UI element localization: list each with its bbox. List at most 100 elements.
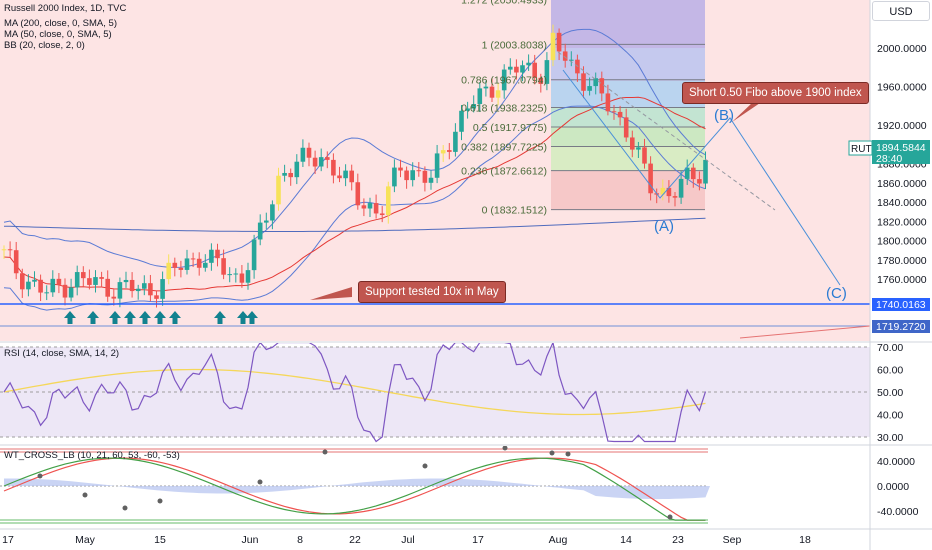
rsi-axis[interactable]: 70.00 60.00 50.00 40.00 30.00	[877, 342, 903, 444]
candle-body	[630, 137, 635, 150]
time-label-2: 15	[154, 534, 166, 546]
candle-body	[471, 104, 476, 109]
candle-body	[697, 179, 702, 184]
candle-body	[343, 170, 348, 179]
price-tick-5: 1840.0000	[877, 197, 927, 209]
candle-body	[62, 284, 68, 298]
candle-body	[270, 204, 275, 221]
candle-body	[105, 278, 110, 297]
candle-body	[251, 239, 257, 271]
wave-projection[interactable]	[562, 69, 841, 286]
fib-label-6: 0.236 (1872.6612)	[461, 166, 547, 178]
short-note-pointer	[732, 103, 760, 122]
candle-body	[306, 147, 312, 158]
price-axis[interactable]: 2000.00001960.00001920.00001880.00001860…	[877, 43, 927, 286]
candle-body	[148, 283, 153, 296]
buy-arrow-icon	[87, 311, 99, 324]
rsi-tick-2: 50.00	[877, 387, 903, 399]
candle-body	[288, 172, 293, 178]
ma50-legend[interactable]: MA (50, close, 0, SMA, 5)	[4, 29, 112, 40]
wt-cross-dot	[157, 498, 163, 504]
buy-signal-arrows	[64, 311, 258, 324]
wt-tick-1: 0.0000	[877, 481, 909, 493]
wt-axis[interactable]: 40.0000 0.0000 -40.0000	[877, 456, 919, 518]
time-label-4: 8	[297, 534, 303, 546]
candle-body	[453, 131, 458, 152]
rsi-legend[interactable]: RSI (14, close, SMA, 14, 2)	[4, 348, 120, 359]
candle-body	[672, 196, 678, 198]
candle-body	[349, 170, 354, 183]
price-candles	[1, 24, 708, 308]
candle-body	[111, 296, 117, 299]
candle-body	[276, 175, 281, 205]
candle-body	[203, 262, 208, 268]
candle-body	[190, 258, 196, 260]
candle-body	[447, 150, 452, 152]
buy-arrow-icon	[139, 311, 151, 324]
bb-upper	[3, 28, 706, 268]
ma200-line	[3, 217, 706, 232]
price-tick-8: 1780.0000	[877, 255, 927, 267]
buy-arrow-icon	[109, 311, 121, 324]
price-tick-2: 1920.0000	[877, 120, 927, 132]
wt-cross-dot	[37, 473, 43, 479]
trend-dashed-line[interactable]	[557, 51, 776, 211]
time-label-11: Sep	[723, 534, 742, 546]
fib-label-1: 1 (2003.8038)	[482, 39, 547, 51]
price-tick-7: 1800.0000	[877, 236, 927, 248]
wt-fast-line	[3, 457, 706, 521]
support-price-badge	[872, 298, 930, 311]
candle-body	[678, 178, 684, 198]
time-axis[interactable]: 17 May 15 Jun 8 22 Jul 17 Aug 14 23 Sep 18	[2, 534, 811, 546]
rsi-tick-4: 30.00	[877, 432, 903, 444]
candle-body	[514, 66, 519, 73]
candle-body	[26, 281, 31, 290]
short-note-callout[interactable]: Short 0.50 Fibo above 1900 index	[682, 82, 869, 104]
candle-body	[215, 249, 220, 259]
candle-body	[361, 205, 367, 209]
candle-body	[227, 274, 232, 276]
candle-body	[172, 262, 178, 268]
rsi-ma-line	[3, 368, 706, 416]
candle-body	[569, 59, 574, 61]
candle-body	[477, 88, 483, 105]
candle-body	[636, 147, 641, 150]
price-tick-6: 1820.0000	[877, 216, 927, 228]
bb-legend[interactable]: BB (20, close, 2, 0)	[4, 40, 85, 51]
candle-body	[398, 167, 403, 171]
candle-body	[373, 203, 379, 214]
wt-cross-dots	[37, 446, 673, 520]
buy-arrow-icon	[169, 311, 181, 324]
candle-body	[355, 182, 361, 206]
candle-body	[489, 86, 495, 98]
candle-body	[282, 172, 287, 176]
candle-body	[501, 69, 507, 91]
candle-body	[196, 258, 202, 268]
candle-body	[434, 153, 440, 178]
time-label-9: 14	[620, 534, 632, 546]
currency-button[interactable]: USD	[872, 1, 930, 21]
candle-body	[392, 167, 397, 187]
candle-body	[587, 86, 592, 91]
wave-a-label: (A)	[654, 218, 674, 235]
candle-body	[135, 288, 141, 292]
ma200-legend[interactable]: MA (200, close, 0, SMA, 5)	[4, 18, 117, 29]
symbol-title[interactable]: Russell 2000 Index, 1D, TVC	[4, 3, 127, 14]
candle-body	[440, 150, 446, 154]
candle-body	[257, 222, 263, 240]
candle-body	[410, 170, 415, 181]
candle-body	[154, 295, 159, 299]
candle-body	[617, 111, 623, 118]
rsi-tick-3: 40.00	[877, 410, 903, 422]
wt-cross-dot	[667, 514, 673, 520]
candle-body	[209, 249, 214, 263]
candle-body	[13, 250, 19, 274]
candle-body	[7, 249, 13, 251]
wt-tick-2: -40.0000	[877, 506, 919, 518]
support-note-callout[interactable]: Support tested 10x in May	[358, 281, 506, 303]
wt-legend[interactable]: WT_CROSS_LB (10, 21, 60, 53, -60, -53)	[4, 450, 180, 461]
candle-body	[404, 170, 409, 181]
fib-label-3: 0.618 (1938.2325)	[461, 102, 547, 114]
candle-body	[312, 157, 318, 167]
